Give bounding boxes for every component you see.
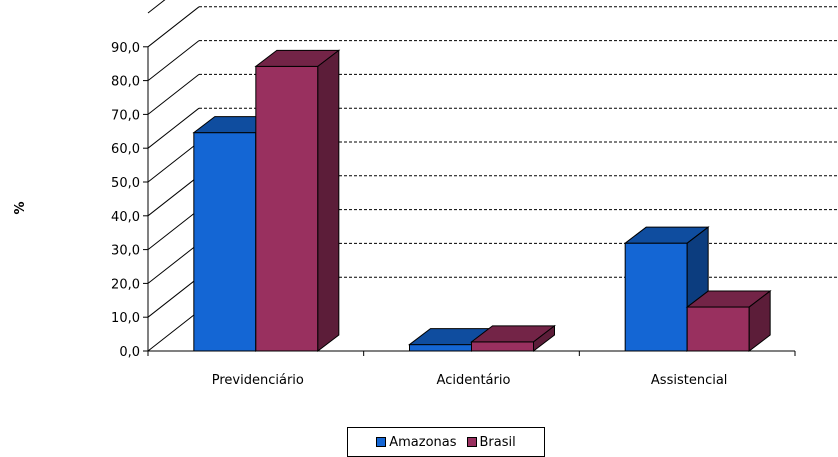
wall-line bbox=[147, 310, 200, 352]
y-axis-title: % bbox=[13, 201, 28, 214]
wall-line bbox=[147, 175, 200, 217]
legend-swatch-brasil bbox=[466, 437, 477, 447]
y-tick-label: 90,0 bbox=[111, 41, 140, 56]
y-tick-label: 50,0 bbox=[111, 176, 140, 191]
wall-line bbox=[147, 209, 200, 250]
x-category-label: Assistencial bbox=[651, 373, 728, 388]
bar-side bbox=[748, 290, 771, 353]
x-category-label: Previdenciário bbox=[212, 373, 304, 388]
bar-front bbox=[471, 341, 534, 352]
wall-line bbox=[147, 0, 166, 14]
legend-label-amazonas: Amazonas bbox=[389, 434, 457, 450]
wall-line bbox=[147, 141, 200, 183]
bar-front bbox=[409, 344, 472, 352]
wall-line bbox=[147, 276, 200, 318]
y-tick-label: 40,0 bbox=[111, 210, 140, 225]
y-tick-label: 10,0 bbox=[111, 311, 140, 326]
wall-line bbox=[147, 40, 200, 81]
legend-item-amazonas: Amazonas bbox=[376, 434, 457, 450]
bar-front bbox=[624, 242, 688, 352]
bar-brasil-0 bbox=[254, 49, 341, 353]
legend-item-brasil: Brasil bbox=[466, 434, 516, 450]
bars bbox=[192, 49, 772, 353]
y-tick-label: 20,0 bbox=[111, 277, 140, 292]
bar-brasil-1 bbox=[470, 324, 556, 353]
bar-side bbox=[533, 324, 555, 353]
legend-swatch-amazonas bbox=[376, 437, 387, 447]
wall-line bbox=[147, 107, 200, 149]
bar-front bbox=[686, 306, 750, 352]
legend: Amazonas Brasil bbox=[347, 427, 545, 457]
bar-side bbox=[317, 49, 340, 353]
wall-line bbox=[147, 6, 200, 48]
y-tick-label: 70,0 bbox=[111, 108, 140, 123]
wall-line bbox=[147, 243, 200, 284]
legend-label-brasil: Brasil bbox=[479, 434, 516, 450]
wall-line bbox=[147, 74, 200, 115]
bar-brasil-2 bbox=[685, 290, 772, 353]
x-category-label: Acidentário bbox=[437, 373, 511, 388]
y-tick-label: 30,0 bbox=[111, 244, 140, 259]
y-tick-label: 80,0 bbox=[111, 75, 140, 90]
bar-front bbox=[193, 132, 257, 352]
y-tick-label: 0,0 bbox=[119, 345, 140, 360]
bar-front bbox=[255, 65, 319, 352]
axis-labels: 0,0 10,0 20,0 30,0 40,0 50,0 60,0 70,0 80,0 90,0 P… bbox=[111, 41, 727, 388]
y-tick-label: 60,0 bbox=[111, 142, 140, 157]
